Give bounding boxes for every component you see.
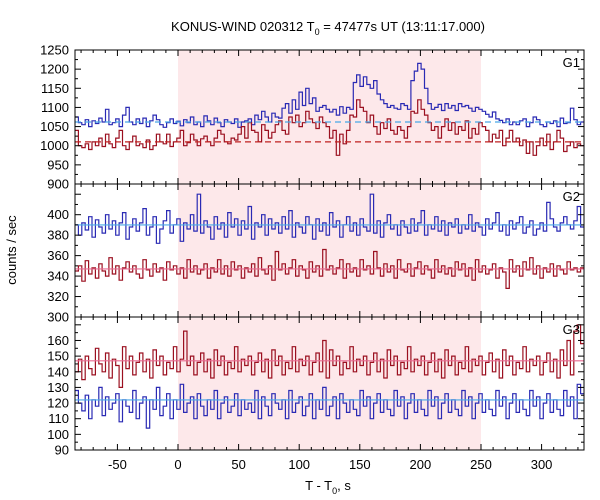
chart-title: KONUS-WIND 020312 T0 = 47477s UT (13:11:… [171, 19, 485, 37]
y-tick-label: 120 [47, 396, 69, 411]
x-tick-label: 50 [231, 457, 245, 472]
y-tick-label: 380 [47, 228, 69, 243]
panel-frame [74, 316, 585, 451]
y-tick-label: 900 [47, 177, 69, 192]
y-tick-label: 400 [47, 207, 69, 222]
y-tick-label: 1250 [40, 43, 69, 58]
y-tick-label: 110 [48, 411, 69, 426]
y-tick-label: 950 [47, 157, 69, 172]
x-tick-label: 300 [531, 457, 553, 472]
x-tick-label: 200 [410, 457, 432, 472]
panel-g2: 300 320 340 360 380 400 G2 [47, 183, 585, 325]
chart-title-rest: = 47477s UT (13:11:17.000) [320, 19, 485, 34]
panels-group: 900950100010501100115012001250G130032034… [40, 43, 585, 472]
highlight-band [178, 317, 481, 450]
y-tick-label: 150 [47, 349, 69, 364]
highlight-band [178, 50, 481, 184]
chart-title-subscript: 0 [315, 27, 320, 37]
y-tick-label: 1200 [40, 62, 69, 77]
series-line-blue_series [75, 383, 584, 429]
y-tick-label: 1100 [41, 100, 69, 115]
series-line-blue_series [75, 193, 584, 244]
series-line-red_series [75, 324, 584, 388]
chart-title-main: KONUS-WIND 020312 T [171, 19, 315, 34]
y-tick-label: 300 [47, 310, 69, 325]
series-line-red_series [75, 99, 584, 156]
x-tick-label: 100 [288, 457, 310, 472]
x-tick-label: 0 [174, 457, 181, 472]
x-axis-title: T - T0, s [305, 478, 351, 496]
y-axis-title: counts / sec [4, 215, 19, 285]
y-tick-label: 1000 [40, 138, 69, 153]
x-tick-label: -50 [108, 457, 127, 472]
y-tick-label: 130 [47, 380, 69, 395]
y-tick-label: 360 [47, 248, 69, 263]
y-tick-label: 1150 [41, 81, 69, 96]
panel-label: G3 [563, 322, 580, 337]
y-tick-label: 340 [47, 269, 69, 284]
highlight-band [178, 184, 481, 317]
y-tick-label: 320 [47, 289, 69, 304]
y-tick-label: 100 [47, 427, 69, 442]
y-tick-label: 90 [55, 443, 69, 458]
y-tick-label: 160 [47, 333, 69, 348]
y-tick-label: 140 [47, 364, 69, 379]
x-tick-label: 250 [470, 457, 492, 472]
panel-g1: 900 950 1000 1050 1100 1150 1200 1250 G1 [40, 43, 585, 192]
x-axis-title-subscript: 0 [332, 486, 337, 496]
panel-label: G2 [563, 189, 580, 204]
series-line-blue_series [75, 62, 584, 128]
x-axis-title-main: T - T [305, 478, 332, 493]
panel-label: G1 [563, 55, 580, 70]
x-axis-title-rest: , s [337, 478, 351, 493]
x-tick-label: 150 [349, 457, 371, 472]
y-tick-label: 1050 [40, 119, 69, 134]
